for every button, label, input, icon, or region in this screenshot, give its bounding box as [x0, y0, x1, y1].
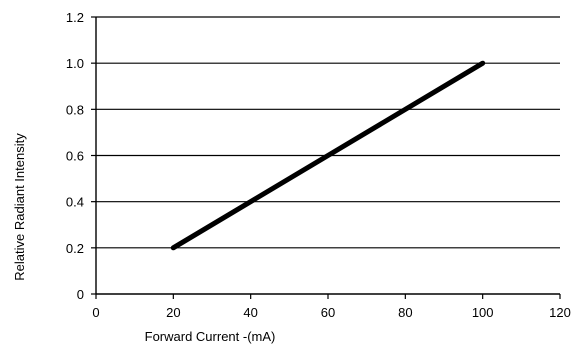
x-tick-label: 40 — [243, 305, 257, 320]
x-ticks: 0 20 40 60 80 100 120 — [92, 294, 571, 320]
y-axis-label: Relative Radiant Intensity — [12, 133, 27, 281]
y-ticks: 0 0.2 0.4 0.6 0.8 1.0 1.2 — [66, 10, 96, 302]
x-tick-label: 100 — [472, 305, 494, 320]
y-tick-label: 0 — [77, 287, 84, 302]
y-tick-label: 0.2 — [66, 241, 84, 256]
y-tick-label: 0.6 — [66, 149, 84, 164]
x-axis-label: Forward Current -(mA) — [145, 329, 276, 344]
y-tick-label: 0.4 — [66, 195, 84, 210]
y-tick-label: 0.8 — [66, 102, 84, 117]
x-tick-label: 0 — [92, 305, 99, 320]
y-tick-label: 1.0 — [66, 56, 84, 71]
x-tick-label: 60 — [321, 305, 335, 320]
x-tick-label: 80 — [398, 305, 412, 320]
x-tick-label: 120 — [549, 305, 571, 320]
x-tick-label: 20 — [166, 305, 180, 320]
series-layer — [170, 60, 486, 251]
grid — [96, 16, 560, 249]
series-line — [170, 60, 486, 251]
y-tick-label: 1.2 — [66, 10, 84, 25]
